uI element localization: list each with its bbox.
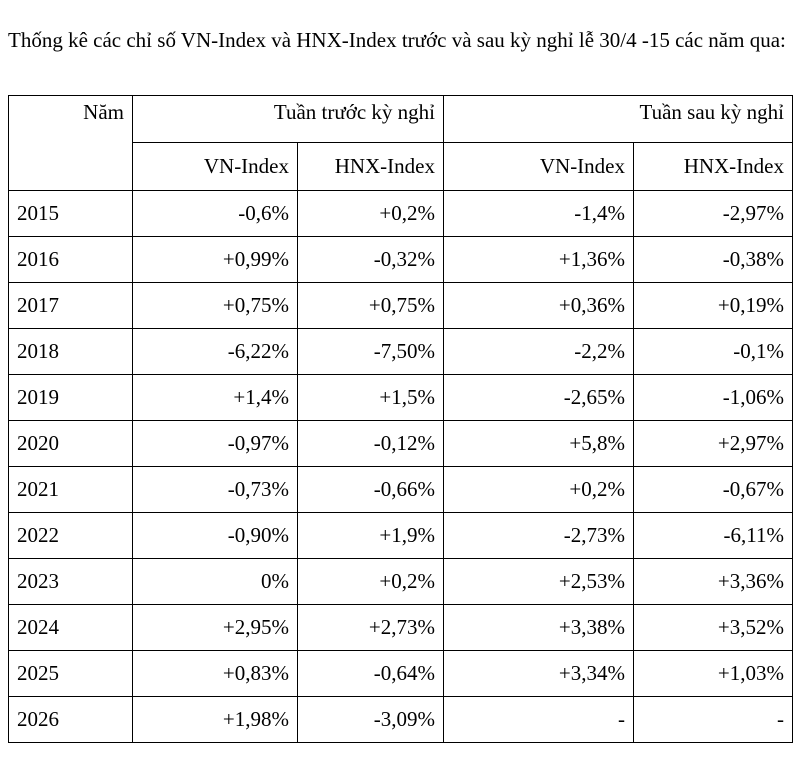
table-row: 2019 +1,4% +1,5% -2,65% -1,06% — [8, 374, 793, 421]
table-row: 2018 -6,22% -7,50% -2,2% -0,1% — [8, 328, 793, 375]
after-hnx-index-cell: +3,36% — [633, 558, 793, 605]
table-row: 2023 0% +0,2% +2,53% +3,36% — [8, 558, 793, 605]
after-hnx-index-cell: +0,19% — [633, 282, 793, 329]
before-vn-index-cell: -6,22% — [132, 328, 298, 375]
before-hnx-index-cell: -7,50% — [297, 328, 444, 375]
subheader-after-vn-index: VN-Index — [443, 142, 634, 191]
after-vn-index-cell: +3,34% — [443, 650, 634, 697]
header-week-before: Tuần trước kỳ nghỉ — [132, 95, 444, 143]
before-vn-index-cell: -0,73% — [132, 466, 298, 513]
before-vn-index-cell: +2,95% — [132, 604, 298, 651]
after-vn-index-cell: -1,4% — [443, 190, 634, 237]
year-cell: 2024 — [8, 604, 133, 651]
before-vn-index-cell: +1,4% — [132, 374, 298, 421]
header-week-after: Tuần sau kỳ nghỉ — [443, 95, 793, 143]
table-row: 2025 +0,83% -0,64% +3,34% +1,03% — [8, 650, 793, 697]
year-cell: 2023 — [8, 558, 133, 605]
year-cell: 2017 — [8, 282, 133, 329]
after-vn-index-cell: +1,36% — [443, 236, 634, 283]
after-vn-index-cell: +0,36% — [443, 282, 634, 329]
before-hnx-index-cell: +0,2% — [297, 190, 444, 237]
after-vn-index-cell: -2,65% — [443, 374, 634, 421]
after-vn-index-cell: -2,2% — [443, 328, 634, 375]
subheader-before-vn-index: VN-Index — [132, 142, 298, 191]
after-vn-index-cell: - — [443, 696, 634, 743]
before-vn-index-cell: 0% — [132, 558, 298, 605]
year-cell: 2020 — [8, 420, 133, 467]
after-hnx-index-cell: -0,67% — [633, 466, 793, 513]
before-hnx-index-cell: +1,9% — [297, 512, 444, 559]
after-vn-index-cell: +3,38% — [443, 604, 634, 651]
year-cell: 2025 — [8, 650, 133, 697]
before-hnx-index-cell: +0,2% — [297, 558, 444, 605]
before-hnx-index-cell: -0,64% — [297, 650, 444, 697]
before-vn-index-cell: +0,75% — [132, 282, 298, 329]
before-vn-index-cell: -0,90% — [132, 512, 298, 559]
table-row: 2026 +1,98% -3,09% - - — [8, 696, 793, 743]
after-vn-index-cell: -2,73% — [443, 512, 634, 559]
after-vn-index-cell: +5,8% — [443, 420, 634, 467]
table-row: 2016 +0,99% -0,32% +1,36% -0,38% — [8, 236, 793, 283]
table-caption: Thống kê các chỉ số VN-Index và HNX-Inde… — [8, 28, 786, 52]
before-hnx-index-cell: +2,73% — [297, 604, 444, 651]
before-vn-index-cell: +0,99% — [132, 236, 298, 283]
subheader-after-hnx-index: HNX-Index — [633, 142, 793, 191]
after-hnx-index-cell: - — [633, 696, 793, 743]
before-vn-index-cell: +0,83% — [132, 650, 298, 697]
after-hnx-index-cell: -2,97% — [633, 190, 793, 237]
after-vn-index-cell: +0,2% — [443, 466, 634, 513]
table-row: 2021 -0,73% -0,66% +0,2% -0,67% — [8, 466, 793, 513]
after-hnx-index-cell: -6,11% — [633, 512, 793, 559]
year-cell: 2016 — [8, 236, 133, 283]
after-vn-index-cell: +2,53% — [443, 558, 634, 605]
after-hnx-index-cell: -0,1% — [633, 328, 793, 375]
after-hnx-index-cell: +3,52% — [633, 604, 793, 651]
year-cell: 2019 — [8, 374, 133, 421]
before-vn-index-cell: -0,97% — [132, 420, 298, 467]
table-row: 2020 -0,97% -0,12% +5,8% +2,97% — [8, 420, 793, 467]
subheader-before-hnx-index: HNX-Index — [297, 142, 444, 191]
table-row: 2022 -0,90% +1,9% -2,73% -6,11% — [8, 512, 793, 559]
year-cell: 2022 — [8, 512, 133, 559]
before-hnx-index-cell: -3,09% — [297, 696, 444, 743]
after-hnx-index-cell: +2,97% — [633, 420, 793, 467]
table-row: 2024 +2,95% +2,73% +3,38% +3,52% — [8, 604, 793, 651]
after-hnx-index-cell: +1,03% — [633, 650, 793, 697]
year-cell: 2021 — [8, 466, 133, 513]
table-header-row: Năm Tuần trước kỳ nghỉ Tuần sau kỳ nghỉ — [8, 95, 793, 191]
after-hnx-index-cell: -1,06% — [633, 374, 793, 421]
before-vn-index-cell: +1,98% — [132, 696, 298, 743]
index-stats-table: Năm Tuần trước kỳ nghỉ Tuần sau kỳ nghỉ … — [8, 95, 793, 743]
header-year: Năm — [8, 95, 133, 191]
table-row: 2015 -0,6% +0,2% -1,4% -2,97% — [8, 190, 793, 237]
table-row: 2017 +0,75% +0,75% +0,36% +0,19% — [8, 282, 793, 329]
after-hnx-index-cell: -0,38% — [633, 236, 793, 283]
year-cell: 2015 — [8, 190, 133, 237]
before-hnx-index-cell: +0,75% — [297, 282, 444, 329]
year-cell: 2018 — [8, 328, 133, 375]
year-cell: 2026 — [8, 696, 133, 743]
before-hnx-index-cell: -0,12% — [297, 420, 444, 467]
before-hnx-index-cell: -0,32% — [297, 236, 444, 283]
before-hnx-index-cell: +1,5% — [297, 374, 444, 421]
before-hnx-index-cell: -0,66% — [297, 466, 444, 513]
before-vn-index-cell: -0,6% — [132, 190, 298, 237]
